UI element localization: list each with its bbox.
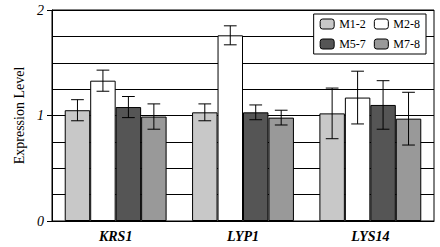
svg-text:M7-8: M7-8 [393,37,420,51]
svg-text:M1-2: M1-2 [339,17,366,31]
svg-text:M2-8: M2-8 [393,17,420,31]
svg-text:KRS1: KRS1 [98,229,132,244]
svg-text:M5-7: M5-7 [339,37,366,51]
svg-text:LYS14: LYS14 [350,229,389,244]
svg-text:0: 0 [37,214,44,229]
svg-text:LYP1: LYP1 [226,229,259,244]
svg-text:2: 2 [37,3,44,18]
svg-text:1: 1 [37,108,44,123]
svg-text:Expression Level: Expression Level [12,67,27,165]
